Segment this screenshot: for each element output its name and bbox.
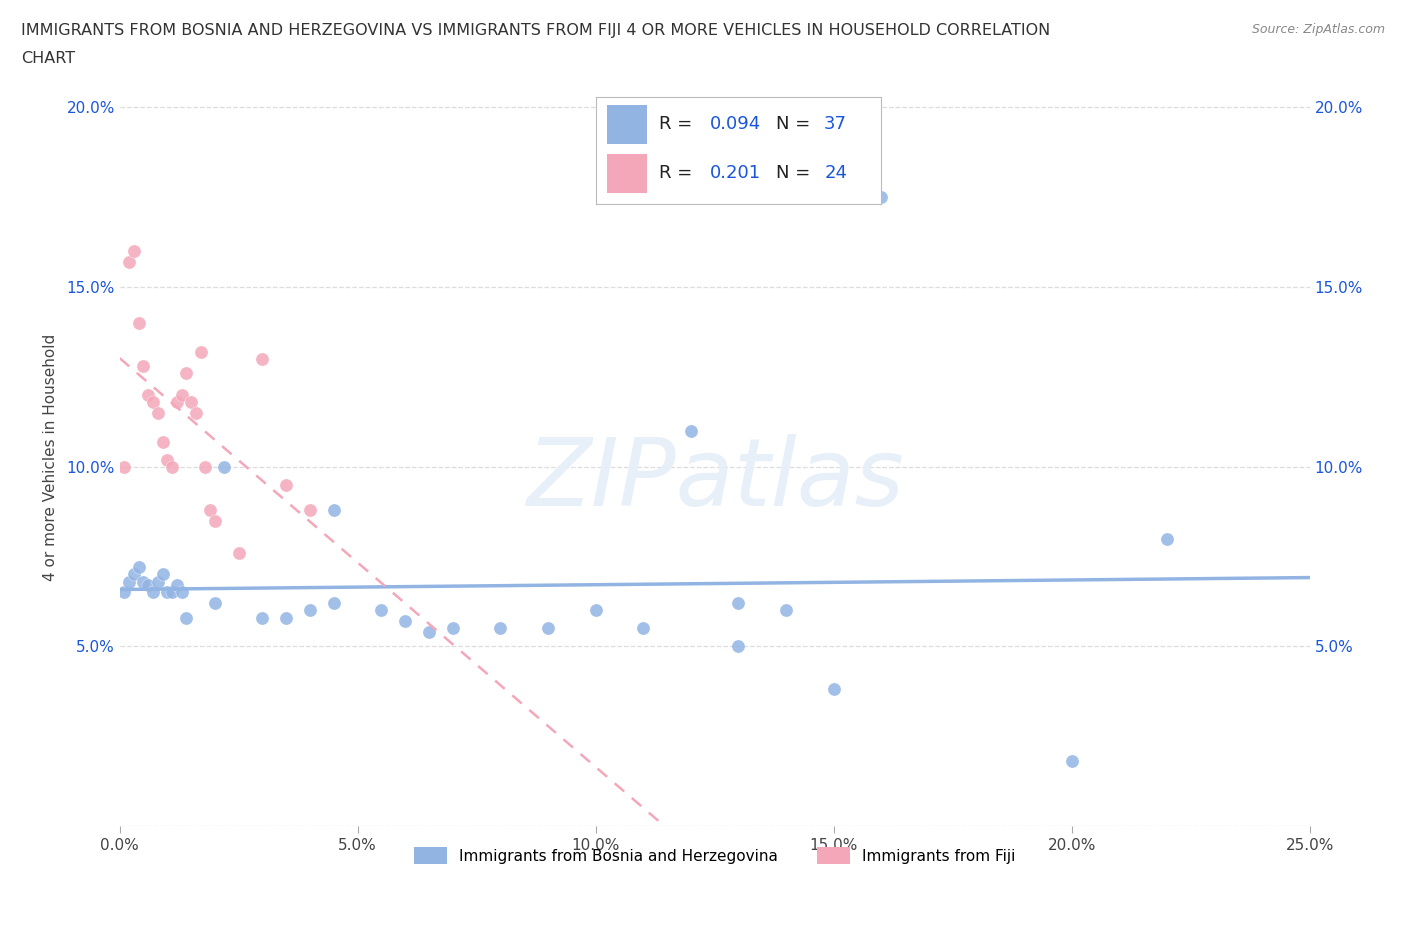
- Point: [1156, 531, 1178, 546]
- Point: [870, 190, 893, 205]
- Point: [679, 423, 702, 438]
- Point: [322, 596, 344, 611]
- Point: [489, 621, 512, 636]
- Point: [160, 585, 183, 600]
- Point: [118, 574, 141, 589]
- Point: [299, 603, 322, 618]
- Point: [441, 621, 464, 636]
- Point: [166, 394, 188, 409]
- Point: [142, 394, 165, 409]
- Point: [633, 621, 655, 636]
- Point: [585, 603, 607, 618]
- Point: [132, 574, 155, 589]
- Point: [823, 682, 845, 697]
- Point: [122, 244, 145, 259]
- Point: [537, 621, 560, 636]
- Point: [276, 610, 298, 625]
- Point: [136, 388, 159, 403]
- Point: [128, 560, 150, 575]
- Point: [176, 610, 198, 625]
- Point: [142, 585, 165, 600]
- Point: [418, 625, 440, 640]
- Point: [136, 578, 159, 592]
- Point: [727, 639, 749, 654]
- Point: [180, 394, 202, 409]
- Point: [152, 567, 174, 582]
- Point: [132, 359, 155, 374]
- Point: [146, 574, 169, 589]
- Point: [118, 255, 141, 270]
- Legend: Immigrants from Bosnia and Herzegovina, Immigrants from Fiji: Immigrants from Bosnia and Herzegovina, …: [408, 841, 1022, 870]
- Text: Source: ZipAtlas.com: Source: ZipAtlas.com: [1251, 23, 1385, 36]
- Y-axis label: 4 or more Vehicles in Household: 4 or more Vehicles in Household: [44, 334, 58, 581]
- Point: [194, 459, 217, 474]
- Text: IMMIGRANTS FROM BOSNIA AND HERZEGOVINA VS IMMIGRANTS FROM FIJI 4 OR MORE VEHICLE: IMMIGRANTS FROM BOSNIA AND HERZEGOVINA V…: [21, 23, 1050, 38]
- Point: [204, 596, 226, 611]
- Point: [160, 459, 183, 474]
- Point: [156, 452, 179, 467]
- Point: [252, 352, 274, 366]
- Point: [152, 434, 174, 449]
- Text: ZIPatlas: ZIPatlas: [526, 434, 904, 525]
- Point: [204, 513, 226, 528]
- Point: [190, 344, 212, 359]
- Text: CHART: CHART: [21, 51, 75, 66]
- Point: [170, 388, 193, 403]
- Point: [170, 585, 193, 600]
- Point: [214, 459, 236, 474]
- Point: [114, 459, 136, 474]
- Point: [394, 614, 416, 629]
- Point: [128, 315, 150, 330]
- Point: [122, 567, 145, 582]
- Point: [198, 502, 221, 517]
- Point: [299, 502, 322, 517]
- Point: [156, 585, 179, 600]
- Point: [322, 502, 344, 517]
- Point: [1060, 754, 1083, 769]
- Point: [176, 365, 198, 380]
- Point: [146, 405, 169, 420]
- Point: [252, 610, 274, 625]
- Point: [276, 477, 298, 492]
- Point: [370, 603, 392, 618]
- Point: [184, 405, 207, 420]
- Point: [166, 578, 188, 592]
- Point: [114, 585, 136, 600]
- Point: [727, 596, 749, 611]
- Point: [775, 603, 797, 618]
- Point: [228, 546, 250, 561]
